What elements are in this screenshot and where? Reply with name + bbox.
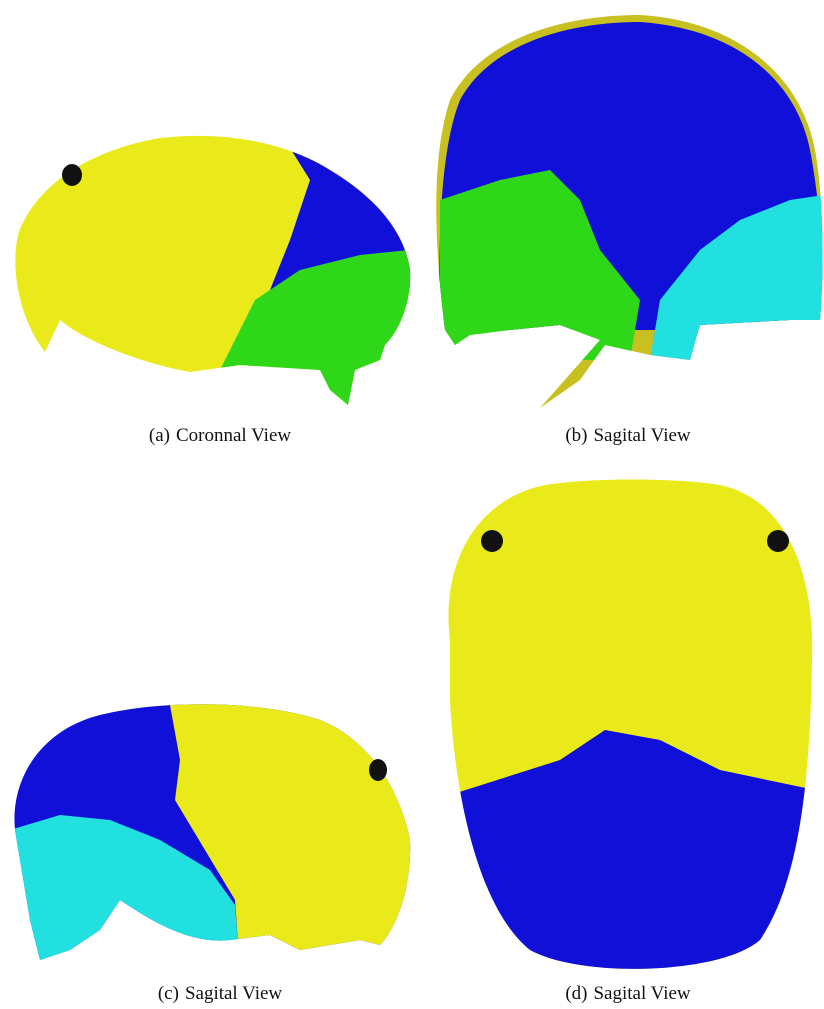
caption: (c) Sagital View bbox=[158, 983, 283, 1004]
cyan-region bbox=[650, 195, 823, 360]
skull-d bbox=[448, 479, 813, 969]
caption-text: Sagital View bbox=[185, 983, 282, 1004]
marker bbox=[767, 530, 789, 552]
caption-label: (a) bbox=[149, 425, 170, 446]
caption-label: (d) bbox=[565, 983, 587, 1004]
cyan-region bbox=[14, 815, 240, 960]
marker bbox=[369, 759, 387, 781]
caption: (a) Coronnal View bbox=[149, 425, 292, 446]
blue-region bbox=[448, 730, 813, 969]
caption: (b) Sagital View bbox=[565, 425, 691, 446]
marker bbox=[62, 164, 82, 186]
caption-text: Sagital View bbox=[593, 983, 690, 1004]
green-region bbox=[440, 170, 640, 360]
skull-c bbox=[14, 704, 411, 960]
yellow-region bbox=[170, 704, 411, 960]
caption: (d) Sagital View bbox=[565, 983, 691, 1004]
marker bbox=[481, 530, 503, 552]
skull-a bbox=[15, 135, 411, 406]
caption-label: (c) bbox=[158, 983, 179, 1004]
caption-text: Coronnal View bbox=[176, 425, 291, 446]
skull-b bbox=[436, 15, 823, 408]
caption-label: (b) bbox=[565, 425, 587, 446]
caption-text: Sagital View bbox=[593, 425, 690, 446]
